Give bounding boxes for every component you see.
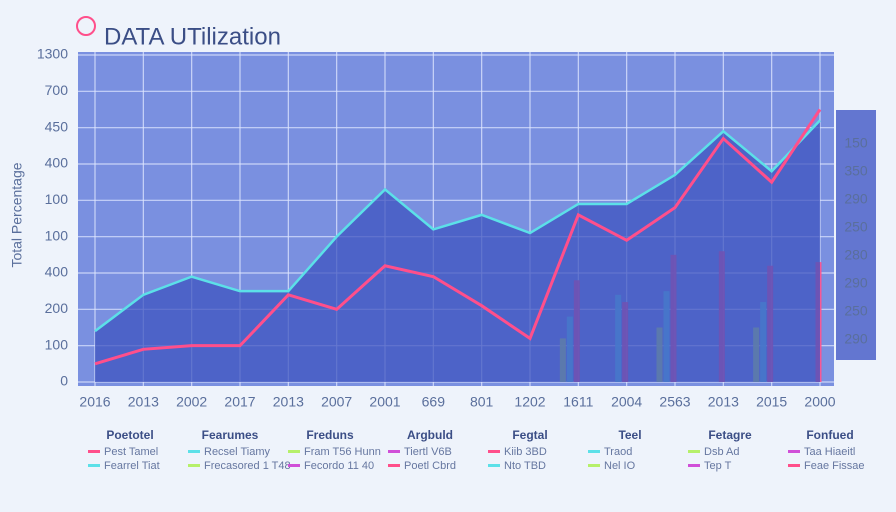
legend-item: Traod [604,446,632,458]
y-tick-label: 450 [45,118,69,134]
x-tick-label: 2002 [176,394,207,410]
y-tick-label: 400 [45,264,69,280]
x-tick-label: 2007 [321,394,352,410]
legend-title: Poetotel [106,428,153,442]
legend-swatch [88,464,100,467]
x-tick-label: 669 [422,394,446,410]
y-tick-label: 100 [45,336,69,352]
x-tick-label: 2013 [273,394,304,410]
x-tick-label: 2017 [224,394,255,410]
legend-title: Argbuld [407,428,453,442]
x-tick-label: 2013 [128,394,159,410]
right-tick-label: 290 [844,331,868,347]
x-tick-label: 2013 [708,394,739,410]
legend-item: Fram T56 Hunn [304,446,381,458]
x-tick-label: 2004 [611,394,642,410]
x-tick-label: 2001 [369,394,400,410]
legend-swatch [688,464,700,467]
x-tick-label: 801 [470,394,494,410]
legend-item: Fearrel Tiat [104,460,160,472]
legend-title: Fetagre [708,428,752,442]
legend-item: Dsb Ad [704,446,739,458]
y-tick-label: 1300 [37,46,68,62]
legend-swatch [288,450,300,453]
chart-title: DATA UTilization [104,23,281,50]
right-tick-label: 290 [844,275,868,291]
legend-swatch [388,450,400,453]
legend-item: Frecasored 1 T48 [204,460,291,472]
legend-title: Freduns [306,428,354,442]
legend-item: Tiertl V6B [404,446,452,458]
x-tick-label: 2016 [79,394,110,410]
right-tick-label: 290 [844,191,868,207]
right-tick-label: 280 [844,247,868,263]
legend-swatch [588,464,600,467]
legend-item: Nto TBD [504,460,546,472]
legend-item: Kiib 3BD [504,446,547,458]
legend-title: Fearumes [202,428,259,442]
legend-swatch [788,464,800,467]
legend-swatch [688,450,700,453]
y-tick-label: 0 [60,373,68,389]
legend-swatch [788,450,800,453]
y-tick-label: 100 [45,227,69,243]
legend-item: Taa Hiaeitl [804,446,855,458]
x-tick-label: 2563 [659,394,690,410]
x-tick-label: 2000 [804,394,835,410]
legend-item: Fecordo 11 40 [304,460,374,472]
legend-swatch [488,450,500,453]
title-icon [76,16,96,36]
y-tick-label: 100 [45,191,69,207]
legend-swatch [188,450,200,453]
right-panel [836,110,876,360]
right-tick-label: 150 [844,135,868,151]
legend-item: Pest Tamel [104,446,158,458]
y-tick-label: 200 [45,300,69,316]
line [94,108,822,366]
legend-swatch [388,464,400,467]
right-tick-label: 250 [844,219,868,235]
legend-title: Teel [618,428,641,442]
legend-swatch [588,450,600,453]
legend-title: Fonfued [806,428,853,442]
x-tick-label: 1202 [514,394,545,410]
y-tick-label: 400 [45,155,69,171]
area-line [94,119,821,333]
x-tick-label: 1611 [563,394,593,410]
legend-item: Recsel Tiamy [204,446,271,458]
legend-swatch [188,464,200,467]
legend-swatch [488,464,500,467]
right-tick-label: 250 [844,303,868,319]
legend-item: Nel IO [604,460,636,472]
area-fill [95,120,820,383]
y-tick-label: 700 [45,82,69,98]
legend-swatch [88,450,100,453]
x-tick-label: 2015 [756,394,787,410]
legend-item: Poetl Cbrd [404,460,456,472]
y-axis-title: Total Percentage [9,162,25,267]
legend-item: Feae Fissae [804,460,865,472]
right-tick-label: 350 [844,163,868,179]
legend-swatch [288,464,300,467]
legend-item: Tep T [704,460,732,472]
legend-title: Fegtal [512,428,547,442]
